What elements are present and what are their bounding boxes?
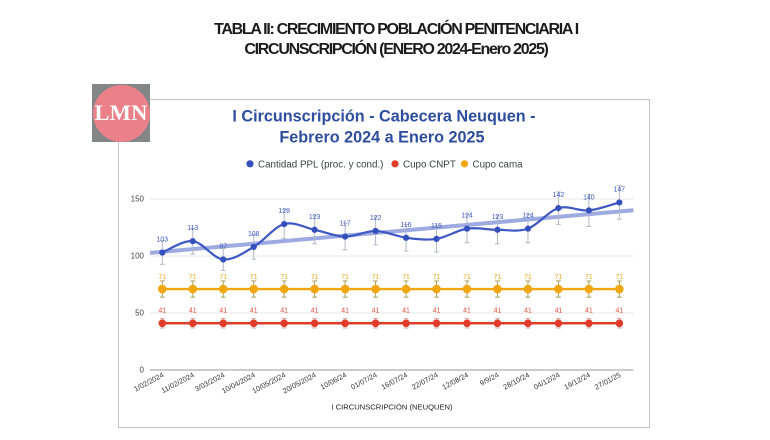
svg-text:41: 41: [280, 307, 288, 314]
svg-text:71: 71: [585, 274, 593, 281]
svg-text:71: 71: [433, 274, 441, 281]
svg-text:71: 71: [341, 274, 349, 281]
svg-text:113: 113: [187, 225, 198, 232]
svg-text:41: 41: [616, 307, 624, 314]
svg-text:41: 41: [524, 307, 532, 314]
svg-text:41: 41: [341, 307, 349, 314]
svg-text:108: 108: [248, 231, 260, 238]
svg-text:41: 41: [433, 307, 441, 314]
svg-text:Febrero 2024 a Enero 2025: Febrero 2024 a Enero 2025: [279, 129, 484, 147]
svg-text:Cupo CNPT: Cupo CNPT: [403, 159, 456, 170]
svg-text:123: 123: [309, 214, 321, 221]
svg-text:71: 71: [372, 274, 380, 281]
svg-text:41: 41: [189, 307, 197, 314]
svg-text:41: 41: [219, 307, 227, 314]
svg-text:71: 71: [494, 274, 502, 281]
svg-text:71: 71: [402, 274, 410, 281]
svg-text:41: 41: [463, 307, 471, 314]
svg-text:Cupo cama: Cupo cama: [473, 159, 524, 170]
svg-text:71: 71: [250, 274, 258, 281]
svg-text:71: 71: [311, 274, 319, 281]
svg-text:41: 41: [372, 307, 380, 314]
svg-text:123: 123: [492, 214, 504, 221]
svg-text:140: 140: [583, 194, 595, 201]
svg-text:0: 0: [140, 366, 145, 375]
svg-text:71: 71: [280, 274, 288, 281]
svg-text:128: 128: [278, 208, 290, 215]
svg-text:103: 103: [157, 237, 169, 244]
svg-text:97: 97: [219, 243, 227, 250]
svg-text:115: 115: [431, 223, 442, 230]
svg-text:142: 142: [553, 192, 565, 199]
svg-text:71: 71: [158, 274, 166, 281]
svg-text:71: 71: [219, 274, 227, 281]
svg-text:41: 41: [250, 307, 258, 314]
svg-text:117: 117: [340, 221, 351, 228]
svg-text:124: 124: [461, 213, 473, 220]
svg-text:41: 41: [311, 307, 319, 314]
svg-text:I CIRCUNSCRIPCIÓN (NEUQUEN): I CIRCUNSCRIPCIÓN (NEUQUEN): [331, 403, 453, 412]
svg-text:50: 50: [135, 309, 144, 318]
svg-text:71: 71: [463, 274, 471, 281]
svg-text:41: 41: [555, 307, 563, 314]
svg-text:71: 71: [555, 274, 563, 281]
svg-text:124: 124: [522, 213, 534, 220]
svg-text:100: 100: [131, 252, 145, 261]
svg-text:71: 71: [616, 274, 624, 281]
svg-text:147: 147: [614, 186, 626, 193]
svg-text:41: 41: [494, 307, 502, 314]
svg-text:41: 41: [402, 307, 410, 314]
svg-text:Cantidad PPL (proc. y cond.): Cantidad PPL (proc. y cond.): [258, 159, 383, 170]
svg-text:41: 41: [158, 307, 166, 314]
svg-text:71: 71: [189, 274, 197, 281]
svg-text:150: 150: [131, 195, 145, 204]
svg-text:122: 122: [370, 215, 382, 222]
svg-text:116: 116: [401, 222, 412, 229]
svg-text:41: 41: [585, 307, 593, 314]
svg-text:I Circunscripción - Cabecera N: I Circunscripción - Cabecera Neuquen -: [232, 108, 535, 126]
svg-text:71: 71: [524, 274, 532, 281]
